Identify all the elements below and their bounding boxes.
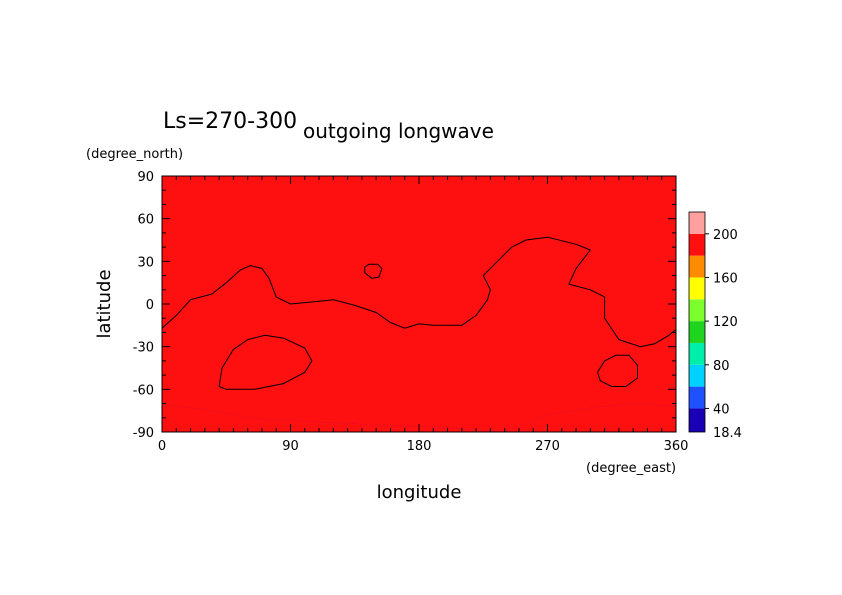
colorbar: 40 80 120 160 200 18.4 [688,211,742,441]
x-axis: 0 90 180 270 360 [158,176,689,454]
colorbar-swatch [689,342,705,365]
y-axis: 90 60 30 0 -30 -60 -90 [133,170,676,441]
colorbar-label: 160 [713,271,738,286]
chart-subtitle: Ls=270-300 [163,109,297,134]
contour-northern_coast [162,236,676,348]
colorbar-min-label: 18.4 [713,426,742,441]
colorbar-swatch [689,299,705,322]
chart-title: outgoing longwave [303,119,494,143]
patch-1 [576,393,598,398]
colorbar-frame [688,211,706,433]
contour-mountain_north [364,263,383,279]
colorbar-swatch [689,212,705,234]
x-tick-label: 360 [664,439,689,454]
contour-south_basin_east [597,354,638,387]
colorbar-swatch [689,321,705,343]
y-tick-label: -30 [133,341,154,356]
band-11 [162,176,676,432]
contour-south_basin_west [218,334,313,390]
colorbar-label: 200 [713,228,738,243]
patch-0 [222,335,314,390]
colorbar-swatch [689,277,705,300]
x-unit-label: (degree_east) [586,461,676,476]
y-tick-label: 0 [146,298,154,313]
colorbar-label: 120 [713,315,738,330]
y-unit-label: (degree_north) [86,147,183,162]
x-axis-title: longitude [377,482,462,503]
x-tick-label: 270 [535,439,560,454]
x-tick-label: 90 [282,439,299,454]
y-tick-label: 30 [137,255,154,270]
colorbar-swatch [689,233,705,256]
colorbar-swatch [689,364,705,387]
color-bands [162,176,676,432]
colorbar-label: 40 [713,402,730,417]
x-tick-label: 0 [158,439,166,454]
colorbar-swatch [689,386,705,409]
y-tick-label: -60 [133,383,154,398]
y-tick-label: 60 [137,213,154,228]
x-tick-label: 180 [407,439,432,454]
y-axis-title: latitude [94,269,115,338]
y-tick-label: 90 [137,170,154,185]
coastline-contours [162,236,676,390]
colorbar-label: 80 [713,359,730,374]
colorbar-swatch [689,408,705,432]
y-tick-label: -90 [133,426,154,441]
colorbar-swatch [689,255,705,278]
